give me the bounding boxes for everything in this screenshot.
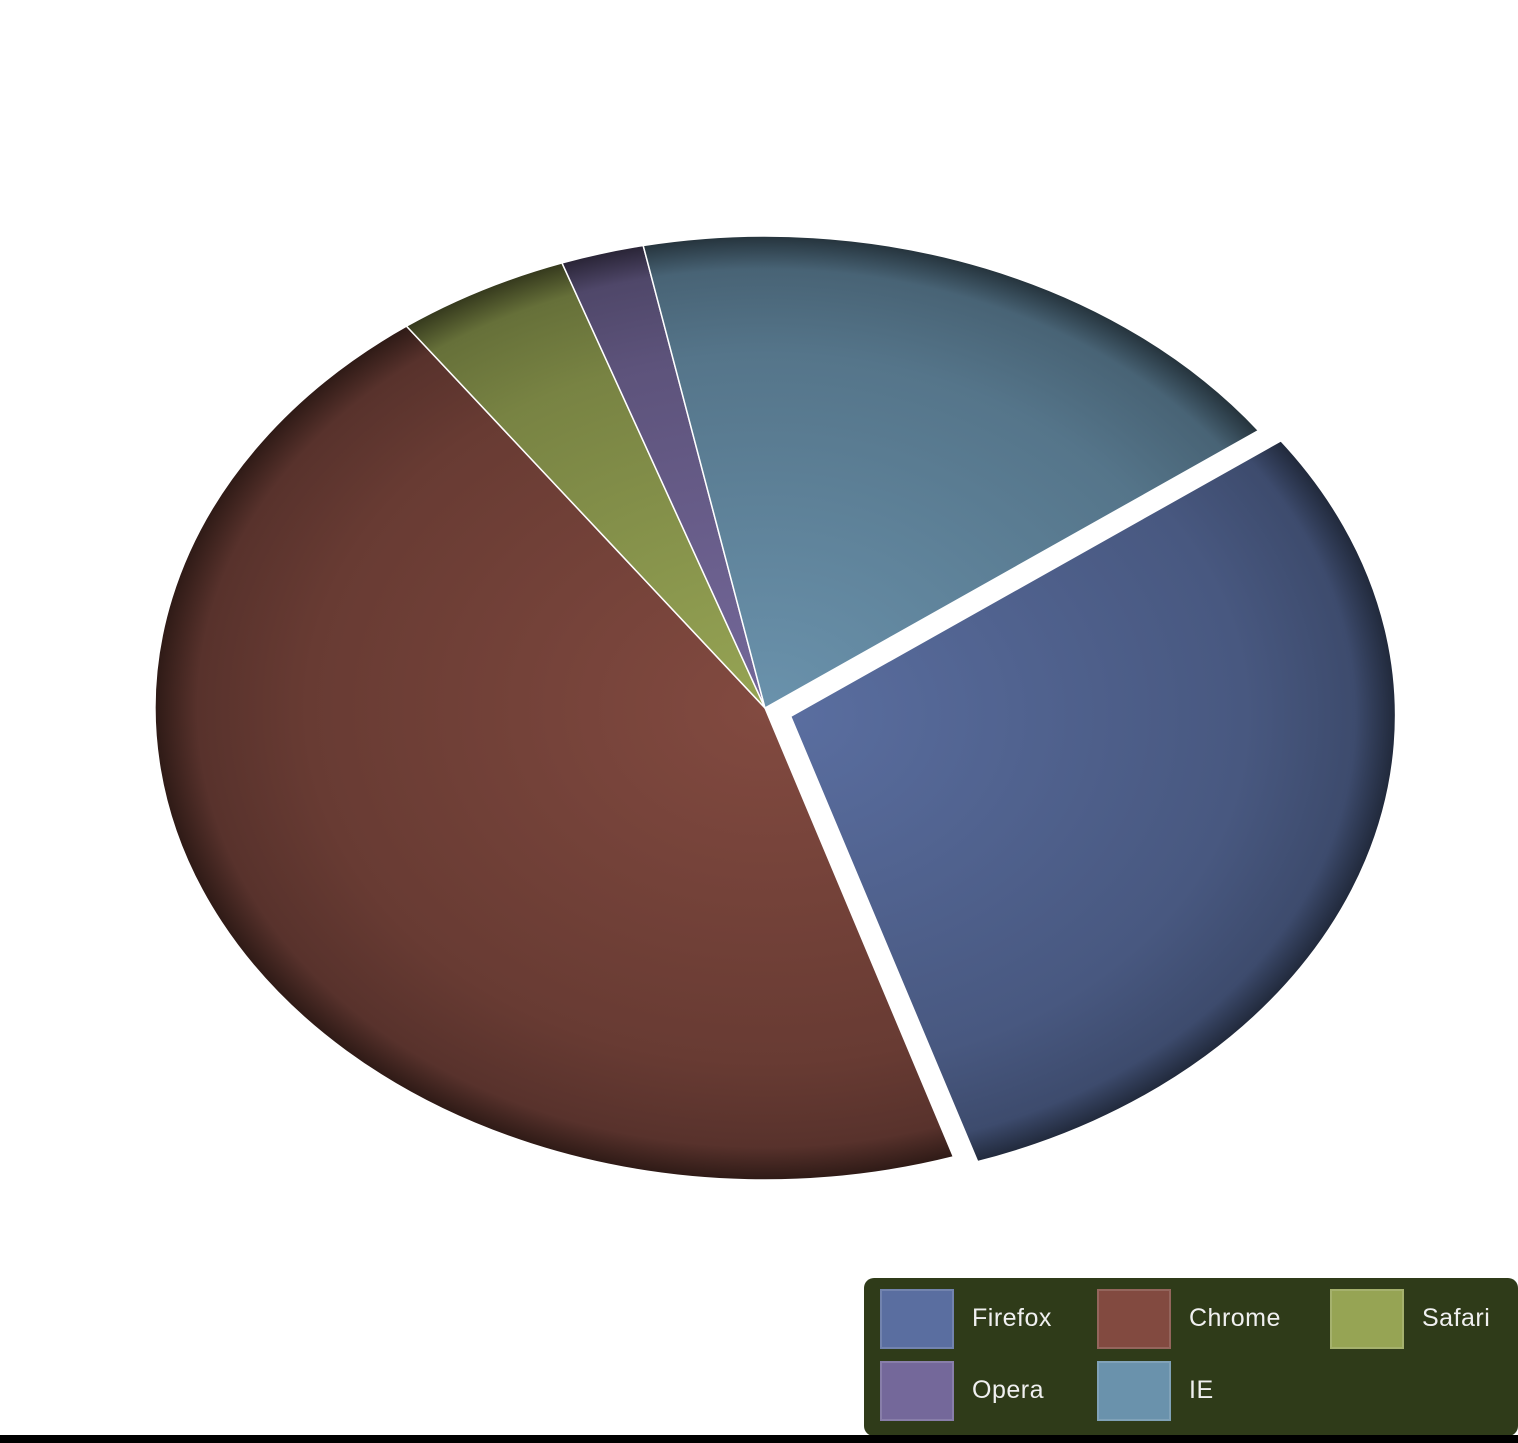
legend-swatch-opera <box>880 1361 954 1421</box>
legend-swatch-chrome <box>1097 1289 1171 1349</box>
pie-slice-chrome[interactable] <box>154 325 955 1181</box>
pie-slices <box>154 235 1401 1181</box>
legend-swatch-safari <box>1330 1289 1404 1349</box>
legend: Firefox Chrome Safari Opera IE <box>864 1278 1518 1436</box>
legend-swatch-firefox <box>880 1289 954 1349</box>
legend-label-safari: Safari <box>1422 1304 1491 1332</box>
pie-slice-firefox[interactable] <box>784 434 1401 1168</box>
legend-label-opera: Opera <box>972 1376 1044 1404</box>
bottom-border <box>0 1435 1518 1443</box>
legend-label-chrome: Chrome <box>1189 1304 1281 1332</box>
pie-slice-safari[interactable] <box>405 262 766 709</box>
legend-swatch-ie <box>1097 1361 1171 1421</box>
pie-slice-ie[interactable] <box>642 235 1260 709</box>
legend-label-firefox: Firefox <box>972 1304 1052 1332</box>
legend-label-ie: IE <box>1189 1376 1214 1404</box>
